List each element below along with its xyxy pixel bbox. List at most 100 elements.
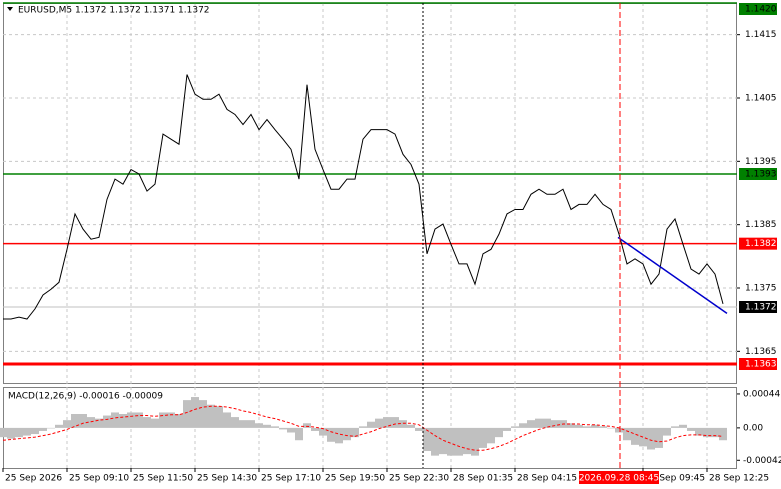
macd-bar xyxy=(175,414,183,428)
macd-bar xyxy=(431,427,439,456)
label-layer: 1.1415 1.1405 1.1395 1.1385 1.1375 1.1365 25 S… xyxy=(5,3,781,484)
y-tick-label: 1.1375 xyxy=(745,284,777,294)
macd-bar xyxy=(647,427,655,450)
macd-bar xyxy=(359,426,367,428)
level-label-box xyxy=(739,168,777,180)
macd-bar xyxy=(391,417,399,428)
macd-bar xyxy=(151,418,159,428)
macd-bar xyxy=(615,427,623,433)
macd-bar xyxy=(63,420,71,428)
macd-bar xyxy=(103,415,111,428)
macd-bar xyxy=(351,427,359,438)
macd-bar xyxy=(375,418,383,428)
macd-bar xyxy=(583,426,591,428)
macd-bar xyxy=(679,424,687,428)
macd-bar xyxy=(215,406,223,428)
level-label-box xyxy=(739,358,777,370)
price-line xyxy=(3,74,724,320)
x-tick-label: 25 Sep 17:10 xyxy=(261,474,321,484)
macd-bar xyxy=(39,427,47,431)
macd-bar xyxy=(407,424,415,428)
macd-bar xyxy=(511,426,519,428)
macd-bar xyxy=(247,420,255,428)
x-tick-label: 25 Sep 22:30 xyxy=(389,474,449,484)
signal-line xyxy=(2,405,724,451)
level-label: 1.1393 xyxy=(745,170,777,180)
x-tick-label: 25 Sep 19:50 xyxy=(325,474,385,484)
level-label: 1.1372 xyxy=(745,303,777,313)
macd-bar xyxy=(631,427,639,445)
y-tick-label: 1.1365 xyxy=(745,347,777,357)
crosshair-label: 2026.09.28 08:45 xyxy=(579,474,659,484)
macd-bar xyxy=(479,427,487,448)
macd-bar xyxy=(159,412,167,428)
macd-bar xyxy=(95,418,103,428)
level-label: 1.1363 xyxy=(745,360,777,370)
macd-bar xyxy=(463,427,471,455)
macd-bar xyxy=(207,404,215,428)
macd-bar xyxy=(239,420,247,428)
macd-bar xyxy=(495,427,503,438)
macd-bar xyxy=(543,418,551,428)
macd-bar xyxy=(687,427,695,431)
macd-bar xyxy=(655,427,663,448)
macd-title: MACD(12,26,9) -0.00016 -0.00009 xyxy=(8,392,163,402)
macd-bar xyxy=(415,427,423,431)
macd-bar xyxy=(607,427,615,429)
macd-bar xyxy=(183,400,191,428)
x-tick-label: 28 Sep 04:15 xyxy=(517,474,577,484)
macd-bar xyxy=(135,412,143,428)
level-label: 1.1382 xyxy=(745,239,777,249)
symbol-header: EURUSD,M5 1.1372 1.1372 1.1371 1.1372 xyxy=(18,6,210,16)
macd-bar xyxy=(311,427,319,431)
macd-bar xyxy=(255,423,263,428)
macd-bar xyxy=(399,420,407,428)
macd-bar xyxy=(167,412,175,428)
macd-bar xyxy=(319,427,327,436)
y-tick-label: 1.1395 xyxy=(745,157,777,167)
macd-bar xyxy=(719,427,727,441)
x-tick-label: 25 Sep 2026 xyxy=(5,474,62,484)
y-tick-label: 0.00044 xyxy=(743,389,780,399)
macd-bar xyxy=(599,426,607,428)
y-tick-label: 1.1385 xyxy=(745,220,777,230)
x-tick-label: 25 Sep 09:10 xyxy=(69,474,129,484)
macd-bar xyxy=(423,427,431,452)
x-tick-label: 25 Sep 14:30 xyxy=(197,474,257,484)
macd-bar xyxy=(119,414,127,428)
macd-bar xyxy=(191,397,199,428)
macd-bar xyxy=(455,427,463,456)
macd-bar xyxy=(367,421,375,428)
collapse-icon xyxy=(7,7,13,11)
level-label-box xyxy=(739,237,777,250)
trend-line xyxy=(617,236,728,314)
macd-bar xyxy=(263,424,271,428)
macd-bar xyxy=(383,417,391,428)
macd-bar xyxy=(575,424,583,428)
macd-bar xyxy=(567,423,575,428)
macd-bar xyxy=(271,426,279,428)
y-tick-label: 0.00 xyxy=(743,423,763,433)
macd-bar xyxy=(47,427,55,429)
grid-layer xyxy=(2,3,740,472)
level-label-box xyxy=(739,3,777,15)
macd-bar xyxy=(623,427,631,441)
macd-bar xyxy=(327,427,335,442)
macd-bar xyxy=(71,414,79,428)
macd-bar xyxy=(671,426,679,428)
macd-bar xyxy=(31,427,39,435)
macd-bar xyxy=(303,423,311,428)
crosshair-label-box xyxy=(579,471,659,484)
macd-bar xyxy=(15,427,23,438)
macd-bar xyxy=(143,417,151,428)
macd-bar xyxy=(295,427,303,441)
x-tick-label: 28 Sep 09:45 xyxy=(645,474,705,484)
macd-bar xyxy=(703,427,711,438)
y-tick-label: 1.1415 xyxy=(745,30,777,40)
macd-bar xyxy=(663,427,671,436)
macd-bar xyxy=(87,417,95,428)
macd-bar xyxy=(487,427,495,444)
level-label: 1.1420 xyxy=(745,5,777,15)
macd-bar xyxy=(711,427,719,438)
